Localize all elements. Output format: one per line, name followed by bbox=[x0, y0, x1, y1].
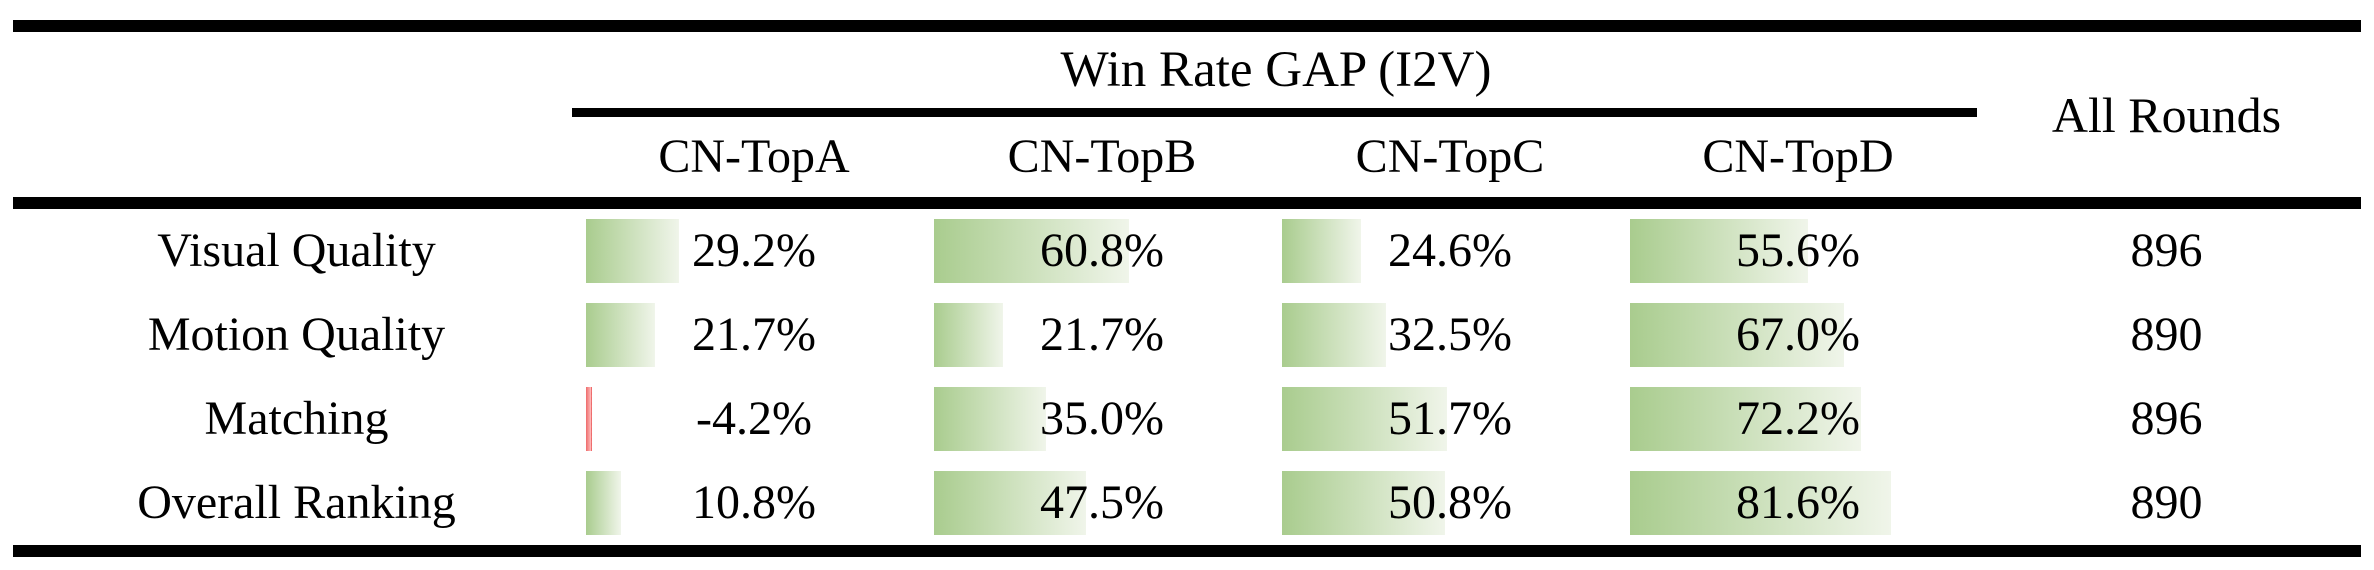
win-rate-cell: 32.5% bbox=[1276, 293, 1624, 377]
data-bar bbox=[1630, 387, 1862, 451]
win-rate-value: 67.0% bbox=[1736, 308, 1860, 361]
data-bar-track bbox=[1282, 387, 1602, 451]
win-rate-cell: 35.0% bbox=[928, 377, 1276, 461]
win-rate-value: 47.5% bbox=[1040, 476, 1164, 529]
all-rounds-value: 890 bbox=[2130, 476, 2203, 529]
win-rate-cell: 24.6% bbox=[1276, 209, 1624, 293]
data-bar bbox=[586, 471, 621, 535]
win-rate-cell: 55.6% bbox=[1624, 209, 1972, 293]
top-padding bbox=[0, 0, 2374, 20]
win-rate-value: 50.8% bbox=[1388, 476, 1512, 529]
data-bar-track bbox=[1630, 303, 1950, 367]
all-rounds-value: 896 bbox=[2130, 224, 2203, 277]
data-bar bbox=[586, 303, 656, 367]
win-rate-value: 35.0% bbox=[1040, 392, 1164, 445]
win-rate-value: -4.2% bbox=[696, 392, 812, 445]
table-row: Overall Ranking 10.8% 47.5% 50.8% bbox=[13, 461, 2361, 545]
all-rounds-value: 890 bbox=[2130, 308, 2203, 361]
data-bar bbox=[934, 471, 1086, 535]
data-bar-track bbox=[586, 303, 906, 367]
data-bar-track bbox=[934, 471, 1254, 535]
win-rate-value: 29.2% bbox=[692, 224, 816, 277]
win-rate-cell: 72.2% bbox=[1624, 377, 1972, 461]
win-rate-cell: 50.8% bbox=[1276, 461, 1624, 545]
win-rate-value: 21.7% bbox=[692, 308, 816, 361]
table-top-rule bbox=[13, 20, 2361, 32]
row-label-matching: Matching bbox=[204, 392, 389, 445]
data-bar-track bbox=[1282, 219, 1602, 283]
table-row: Matching -4.2% 35.0% 51.7% bbox=[13, 377, 2361, 461]
header-bottom-rule bbox=[13, 197, 2361, 209]
data-bar bbox=[1282, 303, 1386, 367]
header-label-spacer bbox=[13, 32, 580, 197]
data-bar-track bbox=[586, 471, 906, 535]
data-bar-track bbox=[1282, 471, 1602, 535]
win-rate-cell: 21.7% bbox=[928, 293, 1276, 377]
win-rate-value: 81.6% bbox=[1736, 476, 1860, 529]
data-bar-track bbox=[1282, 303, 1602, 367]
win-rate-value: 60.8% bbox=[1040, 224, 1164, 277]
win-rate-cell: 29.2% bbox=[580, 209, 928, 293]
data-bar-track bbox=[1630, 387, 1950, 451]
win-rate-cell: 81.6% bbox=[1624, 461, 1972, 545]
data-bar-track bbox=[586, 219, 906, 283]
win-rate-value: 55.6% bbox=[1736, 224, 1860, 277]
data-bar bbox=[934, 219, 1129, 283]
data-bar bbox=[934, 387, 1046, 451]
table-row: Visual Quality 29.2% 60.8% 24.6% bbox=[13, 209, 2361, 293]
win-rate-cell: 51.7% bbox=[1276, 377, 1624, 461]
data-bar-track bbox=[586, 387, 906, 451]
column-header-cn-topc: CN-TopC bbox=[1355, 130, 1545, 183]
win-rate-group-column: Win Rate GAP (I2V) CN-TopA CN-TopB CN-To… bbox=[572, 32, 1977, 197]
win-rate-cell: -4.2% bbox=[580, 377, 928, 461]
data-bar bbox=[1630, 219, 1808, 283]
win-rate-value: 10.8% bbox=[692, 476, 816, 529]
row-label-overall-ranking: Overall Ranking bbox=[137, 476, 456, 529]
table-row: Motion Quality 21.7% 21.7% 32.5% bbox=[13, 293, 2361, 377]
win-rate-value: 21.7% bbox=[1040, 308, 1164, 361]
group-header-title: Win Rate GAP (I2V) bbox=[1060, 41, 1492, 98]
data-bar-track bbox=[934, 219, 1254, 283]
all-rounds-value: 896 bbox=[2130, 392, 2203, 445]
group-header-underline bbox=[572, 108, 1977, 117]
win-rate-cell: 67.0% bbox=[1624, 293, 1972, 377]
table-body: Visual Quality 29.2% 60.8% 24.6% bbox=[13, 209, 2361, 545]
win-rate-value: 24.6% bbox=[1388, 224, 1512, 277]
data-bar bbox=[1282, 219, 1361, 283]
win-rate-cell: 10.8% bbox=[580, 461, 928, 545]
win-rate-value: 72.2% bbox=[1736, 392, 1860, 445]
column-header-cn-topa: CN-TopA bbox=[658, 130, 850, 183]
win-rate-cell: 21.7% bbox=[580, 293, 928, 377]
row-label-visual-quality: Visual Quality bbox=[157, 224, 436, 277]
negative-data-bar bbox=[586, 387, 593, 451]
data-bar bbox=[1282, 471, 1445, 535]
win-rate-value: 51.7% bbox=[1388, 392, 1512, 445]
table-header: Win Rate GAP (I2V) CN-TopA CN-TopB CN-To… bbox=[13, 32, 2361, 197]
data-bar-track bbox=[1630, 219, 1950, 283]
data-bar-track bbox=[934, 303, 1254, 367]
column-header-all-rounds: All Rounds bbox=[2051, 86, 2282, 143]
data-bar bbox=[1630, 471, 1892, 535]
data-bar bbox=[1282, 387, 1448, 451]
win-rate-value: 32.5% bbox=[1388, 308, 1512, 361]
data-bar bbox=[586, 219, 680, 283]
row-label-motion-quality: Motion Quality bbox=[147, 308, 446, 361]
column-header-cn-topb: CN-TopB bbox=[1007, 130, 1197, 183]
win-rate-cell: 47.5% bbox=[928, 461, 1276, 545]
data-bar bbox=[934, 303, 1004, 367]
table-bottom-rule bbox=[13, 545, 2361, 557]
data-bar-track bbox=[934, 387, 1254, 451]
data-bar bbox=[1630, 303, 1845, 367]
win-rate-cell: 60.8% bbox=[928, 209, 1276, 293]
data-bar-track bbox=[1630, 471, 1950, 535]
column-header-cn-topd: CN-TopD bbox=[1702, 130, 1894, 183]
column-headers-row: CN-TopA CN-TopB CN-TopC CN-TopD bbox=[580, 117, 1972, 197]
